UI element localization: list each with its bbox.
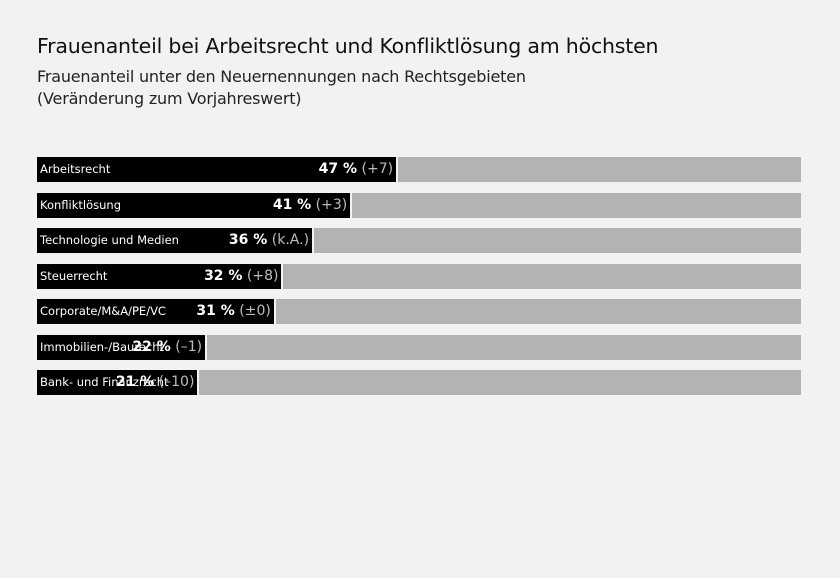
category-label: Konfliktlösung — [40, 197, 121, 212]
bar-row: Arbeitsrecht 47 % (+7) — [37, 157, 801, 182]
value-percent: 47 % — [318, 161, 358, 177]
change-label: (+8) — [242, 267, 279, 284]
value-label: 31 % (±0) — [196, 299, 270, 324]
value-label: 22 % (–1) — [132, 335, 202, 360]
bar-row: Technologie und Medien 36 % (k.A.) — [37, 228, 801, 253]
bar-row: Steuerrecht 32 % (+8) — [37, 263, 801, 289]
category-label: Steuerrecht — [40, 268, 108, 283]
category-label: Immobilien-/Baurecht — [40, 339, 165, 354]
value-percent: 31 % — [196, 303, 235, 319]
change-label: (±0) — [234, 303, 271, 319]
value-label: 47 % (+7) — [319, 157, 393, 182]
change-label: (–10) — [154, 374, 195, 390]
bar-row: Immobilien-/Baurecht 22 % (–1) — [37, 334, 801, 360]
bar — [37, 157, 399, 182]
value-label: 32 % (+8) — [204, 264, 278, 289]
bar — [37, 192, 353, 218]
value-label: 36 % (k.A.) — [229, 228, 309, 253]
value-label: 21 % (–10) — [116, 370, 195, 395]
value-percent: 21 % — [115, 374, 155, 390]
change-label: (k.A.) — [267, 232, 310, 248]
value-percent: 41 % — [272, 196, 312, 213]
bar — [37, 334, 208, 360]
value-label: 41 % (+3) — [273, 193, 347, 218]
chart-subtitle: Frauenanteil unter den Neuernennungen na… — [37, 66, 737, 110]
subtitle-line-2: (Veränderung zum Vorjahreswert) — [37, 89, 302, 108]
bar — [37, 370, 200, 395]
value-percent: 22 % — [132, 338, 171, 355]
bar-row: Corporate/M&A/PE/VC 31 % (±0) — [37, 299, 801, 324]
category-label: Bank- und Finanzrecht — [40, 375, 169, 389]
bar — [37, 263, 284, 289]
subtitle-line-1: Frauenanteil unter den Neuernennungen na… — [37, 67, 526, 86]
bar — [37, 299, 276, 324]
bar-row: Bank- und Finanzrecht 21 % (–10) — [37, 370, 801, 395]
change-label: (–1) — [170, 338, 203, 355]
bar — [37, 228, 315, 253]
change-label: (+3) — [311, 196, 348, 213]
bar-row: Konfliktlösung 41 % (+3) — [37, 192, 801, 218]
category-label: Technologie und Medien — [40, 233, 179, 247]
value-percent: 32 % — [204, 267, 243, 284]
category-label: Arbeitsrecht — [40, 162, 111, 176]
change-label: (+7) — [357, 161, 394, 177]
value-percent: 36 % — [228, 232, 268, 248]
chart-title: Frauenanteil bei Arbeitsrecht und Konfli… — [37, 34, 659, 58]
category-label: Corporate/M&A/PE/VC — [40, 304, 166, 318]
